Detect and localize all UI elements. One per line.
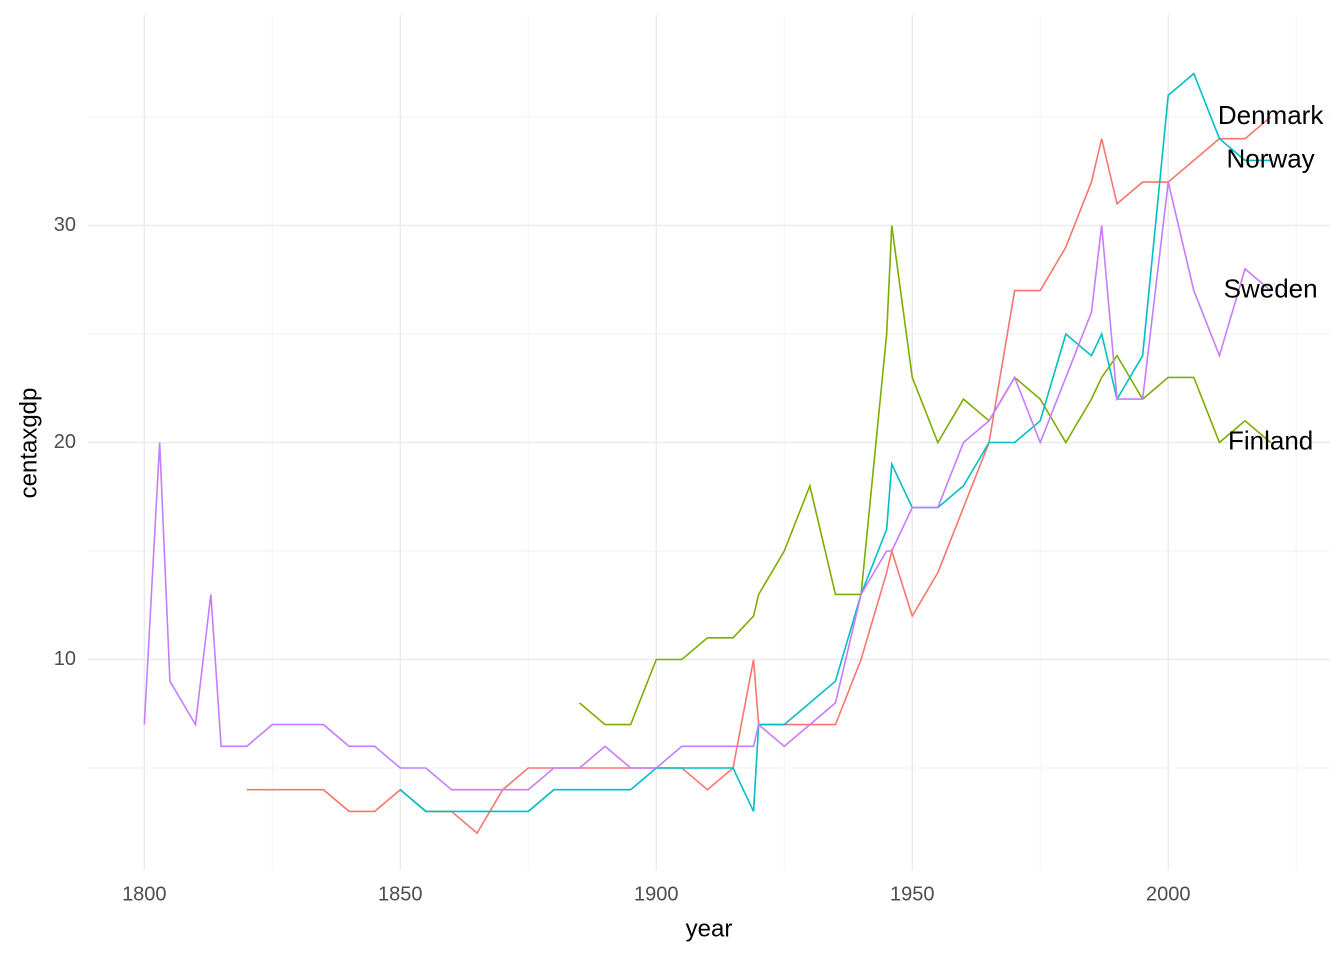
y-tick-label: 20 — [54, 431, 76, 453]
series-line — [143, 181, 1272, 791]
series-line — [578, 225, 1272, 726]
series-label: Finland — [1228, 425, 1313, 455]
x-tick-label: 1950 — [890, 883, 935, 905]
series-label: Norway — [1227, 143, 1315, 173]
series-line — [399, 72, 1271, 813]
series-label: Denmark — [1218, 100, 1324, 130]
x-tick-label: 1850 — [378, 883, 423, 905]
x-tick-label: 1900 — [634, 883, 679, 905]
y-tick-label: 10 — [54, 648, 76, 670]
y-axis-title: centaxgdp — [15, 388, 42, 499]
x-tick-label: 2000 — [1146, 883, 1191, 905]
y-tick-label: 30 — [54, 214, 76, 236]
x-tick-label: 1800 — [122, 883, 167, 905]
series-label: Sweden — [1224, 273, 1318, 303]
x-axis-title: year — [686, 915, 733, 942]
